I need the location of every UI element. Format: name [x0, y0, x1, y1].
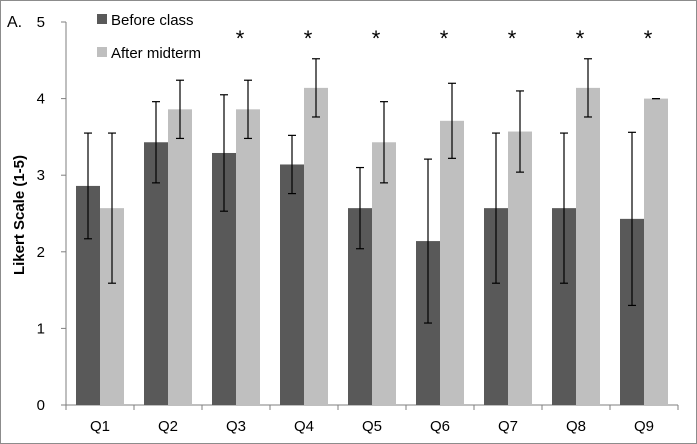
legend-swatch-after-midterm — [97, 47, 107, 57]
bar-after-midterm-q8 — [576, 87, 600, 405]
bar-after-midterm-q9 — [644, 98, 668, 405]
bar-after-midterm-q6 — [440, 120, 464, 406]
y-axis-label: Likert Scale (1-5) — [11, 155, 28, 275]
x-tick-label-q6: Q6 — [430, 418, 450, 435]
x-tick-label-q7: Q7 — [498, 418, 518, 435]
legend: Before class After midterm — [97, 12, 201, 62]
y-tick-label: 1 — [37, 320, 45, 337]
y-tick-label: 2 — [37, 244, 45, 261]
x-tick-label-q3: Q3 — [226, 418, 246, 435]
significance-marker: * — [576, 26, 585, 51]
y-tick-label: 3 — [37, 167, 45, 184]
bar-after-midterm-q5 — [372, 142, 396, 405]
significance-marker: * — [236, 26, 245, 51]
y-tick-label: 5 — [37, 14, 45, 31]
bar-after-midterm-q2 — [168, 109, 192, 405]
x-tick-label-q9: Q9 — [634, 418, 654, 435]
legend-swatch-before-class — [97, 14, 107, 24]
bar-after-midterm-q3 — [236, 109, 260, 405]
y-tick-label: 0 — [37, 397, 45, 414]
bar-after-midterm-q4 — [304, 87, 328, 405]
significance-marker: * — [440, 26, 449, 51]
bar-before-class-q2 — [144, 142, 168, 405]
significance-marker: * — [644, 26, 653, 51]
x-tick-label-q5: Q5 — [362, 418, 382, 435]
significance-marker: * — [508, 26, 517, 51]
x-tick-label-q8: Q8 — [566, 418, 586, 435]
x-tick-label-q4: Q4 — [294, 418, 314, 435]
x-tick-label-q1: Q1 — [90, 418, 110, 435]
bar-before-class-q4 — [280, 164, 304, 405]
significance-marker: * — [372, 26, 381, 51]
x-tick-label-q2: Q2 — [158, 418, 178, 435]
legend-label-before-class: Before class — [111, 12, 194, 29]
y-tick-label: 4 — [37, 91, 45, 108]
significance-marker: * — [304, 26, 313, 51]
bar-after-midterm-q7 — [508, 131, 532, 405]
plot-area: 0 1 2 3 4 5 Q1 Q2 Q3 * Q4 * Q5 * Q6 * Q7 * Q8 * Q9 * — [37, 14, 679, 435]
legend-label-after-midterm: After midterm — [111, 45, 201, 62]
panel-label: A. — [7, 14, 22, 31]
